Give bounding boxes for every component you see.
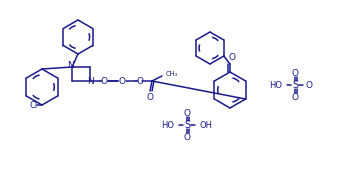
Text: O: O: [184, 108, 190, 117]
Text: O: O: [136, 76, 143, 86]
Text: OH: OH: [200, 121, 213, 130]
Text: N: N: [88, 78, 95, 86]
Text: HO: HO: [269, 80, 282, 89]
Text: O: O: [147, 93, 153, 101]
Text: O: O: [291, 68, 299, 78]
Text: S: S: [184, 120, 190, 130]
Text: O: O: [184, 132, 190, 142]
Text: N: N: [68, 61, 74, 71]
Text: CH₃: CH₃: [166, 71, 178, 77]
Text: O: O: [306, 80, 313, 89]
Text: O: O: [291, 93, 299, 101]
Text: HO: HO: [161, 121, 174, 130]
Text: O: O: [228, 54, 236, 62]
Text: S: S: [292, 80, 298, 90]
Text: Cl: Cl: [30, 100, 38, 110]
Text: O: O: [119, 76, 125, 86]
Text: O: O: [101, 76, 107, 86]
